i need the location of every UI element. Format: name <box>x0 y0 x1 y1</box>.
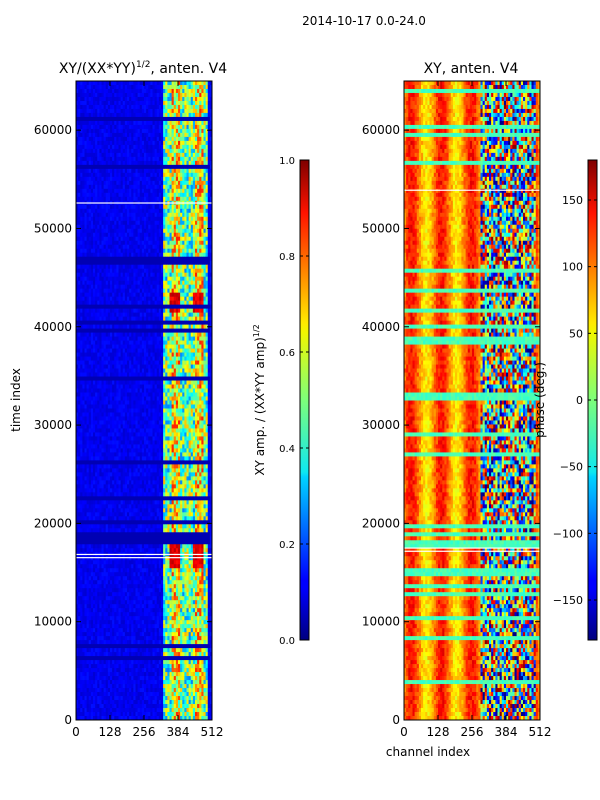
phase-xlabel: channel index <box>386 745 470 759</box>
colorbar-tick-label: 150 <box>562 194 583 207</box>
phase-panel: XY, anten. V4 0 128 256 384 512 0 10000 20000 3… <box>362 61 552 759</box>
y-tick-label: 60000 <box>362 123 400 137</box>
colorbar-tick-label: 0.4 <box>279 444 295 455</box>
colorbar-tick-label: 0.8 <box>279 252 295 263</box>
colorbar-tick-label: 0.2 <box>279 540 295 551</box>
amplitude-ylabel: time index <box>9 368 23 432</box>
amplitude-colorbar: 0.0 0.2 0.4 0.6 0.8 1.0 XY amp. / (XX*YY amp)… <box>252 156 310 647</box>
x-tick-label: 256 <box>461 725 484 739</box>
colorbar-tick-label: 100 <box>562 261 583 274</box>
amplitude-heatmap <box>76 81 212 720</box>
figure-suptitle: 2014-10-17 0.0-24.0 <box>302 14 426 28</box>
x-tick-label: 512 <box>529 725 552 739</box>
colorbar-tick-label: 1.0 <box>279 156 295 167</box>
amplitude-panel: XY/(XX*YY)1/2, anten. V4 0 128 256 384 512 0… <box>9 60 227 739</box>
phase-x-ticks: 0 128 256 384 512 <box>400 81 551 739</box>
y-tick-label: 10000 <box>34 615 72 629</box>
phase-heatmap <box>404 81 540 720</box>
amplitude-x-ticks: 0 128 256 384 512 <box>72 81 223 739</box>
amplitude-y-ticks: 0 10000 20000 30000 40000 50000 60000 <box>34 123 212 727</box>
phase-colorbar-label: phase (deg.) <box>533 362 547 438</box>
colorbar-tick-label: 0.0 <box>279 636 295 647</box>
x-tick-label: 512 <box>201 725 224 739</box>
y-tick-label: 30000 <box>34 418 72 432</box>
x-tick-label: 384 <box>167 725 190 739</box>
y-tick-label: 40000 <box>362 320 400 334</box>
colorbar-tick-label: 0 <box>576 394 583 407</box>
x-tick-label: 0 <box>72 725 80 739</box>
x-tick-label: 384 <box>495 725 518 739</box>
colorbar-tick-label: 0.6 <box>279 348 295 359</box>
colorbar-tick-label: 50 <box>569 327 583 340</box>
colorbar-tick-label: −50 <box>560 461 583 474</box>
y-tick-label: 30000 <box>362 418 400 432</box>
phase-y-ticks: 0 10000 20000 30000 40000 50000 60000 <box>362 123 540 727</box>
y-tick-label: 20000 <box>34 516 72 530</box>
y-tick-label: 50000 <box>34 221 72 235</box>
amplitude-title: XY/(XX*YY)1/2, anten. V4 <box>59 60 227 77</box>
y-tick-label: 20000 <box>362 516 400 530</box>
amplitude-colorbar-label: XY amp. / (XX*YY amp)1/2 <box>252 324 267 475</box>
phase-colorbar: 150 100 50 0 −50 −100 −150 phase (deg.) <box>533 159 598 641</box>
y-tick-label: 60000 <box>34 123 72 137</box>
y-tick-label: 0 <box>64 713 72 727</box>
x-tick-label: 256 <box>133 725 156 739</box>
phase-title: XY, anten. V4 <box>424 61 519 77</box>
y-tick-label: 0 <box>392 713 400 727</box>
y-tick-label: 10000 <box>362 615 400 629</box>
x-tick-label: 0 <box>400 725 408 739</box>
colorbar-tick-label: −150 <box>553 594 583 607</box>
x-tick-label: 128 <box>99 725 122 739</box>
y-tick-label: 40000 <box>34 320 72 334</box>
x-tick-label: 128 <box>427 725 450 739</box>
colorbar-tick-label: −100 <box>553 527 583 540</box>
y-tick-label: 50000 <box>362 221 400 235</box>
